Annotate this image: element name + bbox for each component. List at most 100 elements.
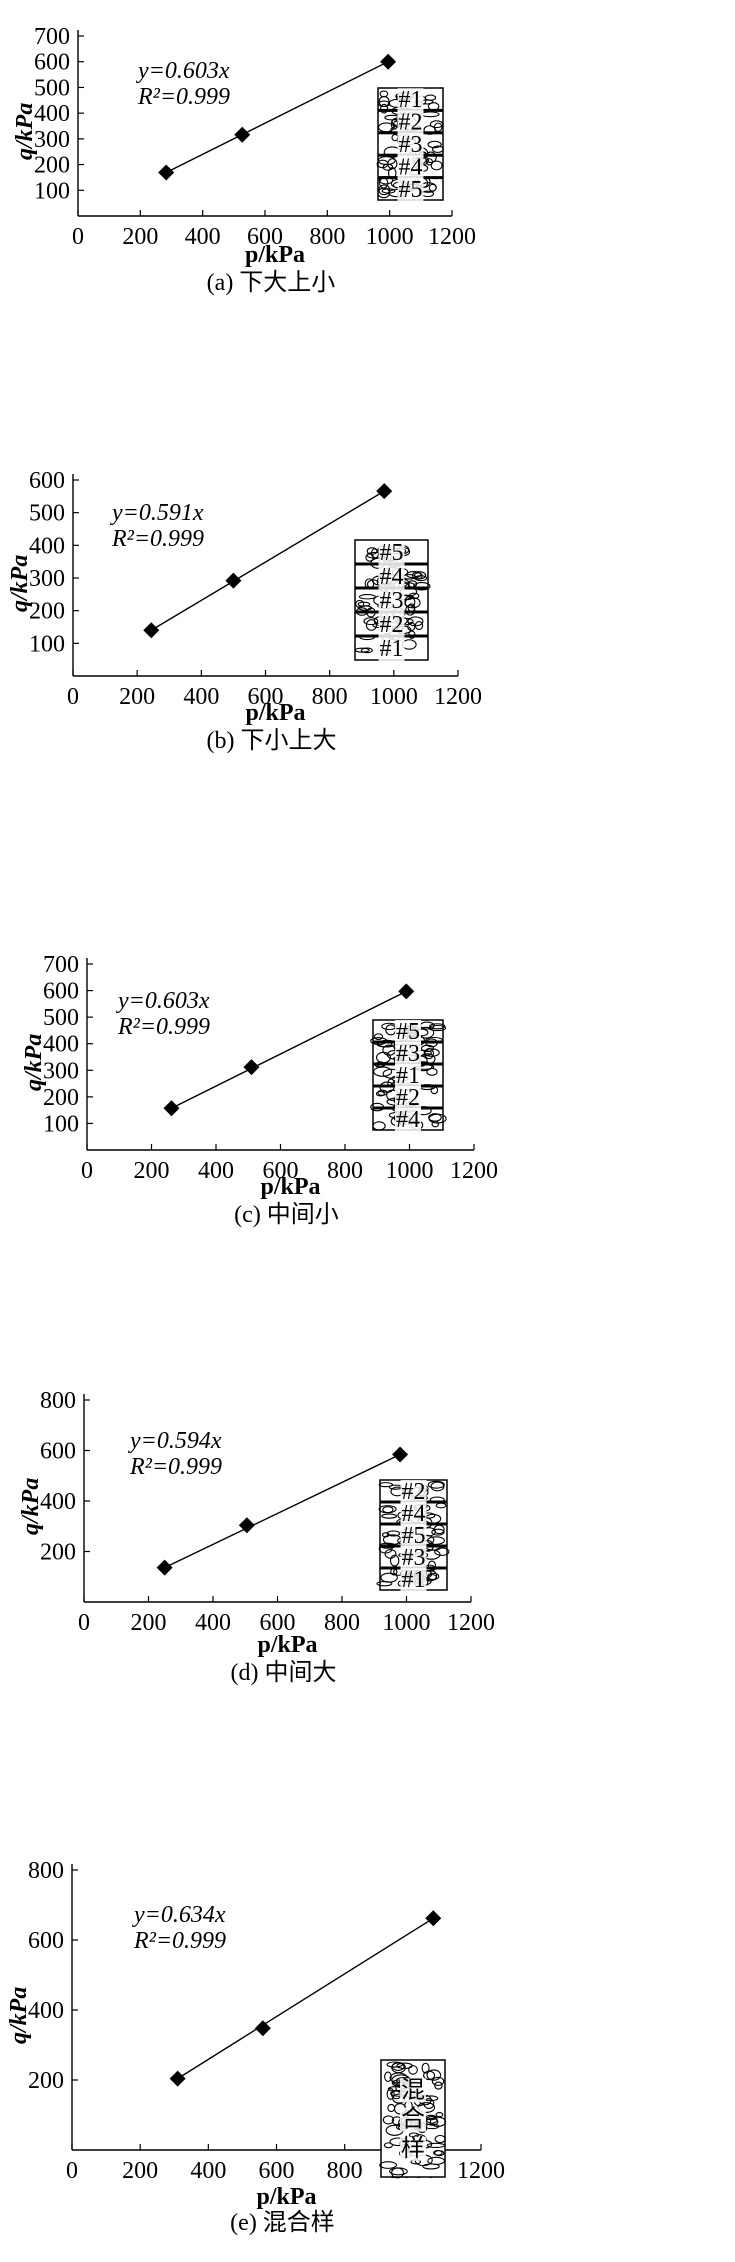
inset-layer-label: #5 [396,1019,420,1045]
inset-layer-label: #3 [380,588,404,614]
y-axis-title: q/kPa [18,1478,44,1535]
x-tick-label: 200 [134,1158,170,1184]
r-squared-label: R²=0.999 [137,84,230,110]
x-tick-label: 200 [122,224,158,250]
x-axis-title: p/kPa [257,1632,317,1658]
data-point-marker [158,164,175,181]
x-tick-label: 600 [263,1158,299,1184]
inset-layer-label: #2 [380,612,404,638]
panel-caption: (c) 中间小 [234,1201,339,1228]
data-point-marker [425,1910,442,1927]
inset-layer-label: #3 [399,132,423,158]
chart-panel-c: 0 200 400 600 800 1000 1200 100 200 300 400 500 600 7… [0,950,735,1350]
data-point-marker [156,1559,173,1576]
inset-layer-label: 合 [401,2106,425,2133]
equation-label: y=0.591x [110,500,204,526]
x-tick-label: 0 [66,2158,78,2184]
y-tick-label: 100 [34,178,70,204]
y-tick-label: 500 [34,75,70,101]
data-point-marker [234,126,251,143]
inset-layer-label: #2 [399,110,423,136]
inset-layer-label: #5 [380,540,404,566]
x-axis-title: p/kPa [245,242,305,268]
x-tick-label: 1000 [383,1610,431,1636]
chart-e: 020040060080010001200200400600800y=0.634… [6,1858,505,2236]
x-tick-label: 800 [324,1610,360,1636]
x-axis-title: p/kPa [256,2184,316,2210]
data-point-marker [169,2070,186,2087]
y-tick-label: 200 [28,2068,64,2094]
x-tick-label: 1000 [370,684,418,710]
r-squared-label: R²=0.999 [129,1454,222,1480]
x-tick-label: 1200 [447,1610,495,1636]
y-tick-label: 200 [29,599,65,625]
chart-d: 0 200 400 600 800 1000 1200 200 400 600 800 y=0.594… [18,1388,495,1686]
equation-label: y=0.594x [128,1428,222,1454]
y-tick-label: 400 [43,1032,79,1058]
inset-layer-label: #4 [380,564,404,590]
data-point-marker [392,1446,409,1463]
inset-specimen-diagram: #2#4#5#3#1 [376,1479,450,1593]
chart-panel-d: 0 200 400 600 800 1000 1200 200 400 600 800 y=0.594… [0,1380,735,1820]
x-tick-label: 1000 [386,1158,434,1184]
inset-layer-label: #2 [402,1479,426,1505]
y-tick-label: 500 [43,1005,79,1031]
fit-line [177,1917,434,2080]
x-tick-label: 800 [309,224,345,250]
x-tick-label: 800 [312,684,348,710]
x-tick-label: 1200 [450,1158,498,1184]
x-tick-label: 1200 [434,684,482,710]
y-tick-label: 300 [34,127,70,153]
inset-specimen-diagram: #5#4#3#2#1 [354,539,431,662]
x-tick-label: 400 [198,1158,234,1184]
x-tick-label: 600 [259,2158,295,2184]
inset-layer-label: #5 [399,177,423,203]
panel-caption: (b) 下小上大 [207,727,337,754]
data-point-marker [243,1059,260,1076]
inset-specimen-diagram: #5#3#1#2#4 [370,1019,447,1133]
inset-layer-label: #4 [396,1107,420,1133]
data-point-marker [143,622,160,639]
y-tick-label: 500 [29,501,65,527]
x-tick-label: 200 [131,1610,167,1636]
x-tick-label: 600 [247,224,283,250]
y-tick-label: 800 [40,1388,76,1414]
x-tick-label: 0 [81,1158,93,1184]
equation-label: y=0.603x [136,58,230,84]
y-tick-label: 300 [29,566,65,592]
x-tick-label: 800 [327,2158,363,2184]
y-tick-label: 100 [43,1111,79,1137]
inset-layer-label: #5 [402,1523,426,1549]
y-tick-label: 400 [29,533,65,559]
inset-layer-label: #4 [399,154,423,180]
fit-line [164,1453,401,1569]
x-axis-title: p/kPa [245,700,305,726]
x-axis-title: p/kPa [260,1174,320,1200]
y-tick-label: 600 [40,1439,76,1465]
inset-layer-label: #3 [396,1041,420,1067]
y-tick-label: 400 [28,1998,64,2024]
x-tick-label: 800 [327,1158,363,1184]
y-tick-label: 600 [29,468,65,494]
inset-layer-label: #1 [396,1063,420,1089]
y-tick-label: 200 [43,1085,79,1111]
inset-layer-label: #1 [399,87,423,113]
fit-line [150,490,385,631]
fit-line [165,61,389,174]
y-axis-title: q/kPa [6,1987,32,2044]
x-tick-label: 400 [185,224,221,250]
x-tick-label: 200 [122,2158,158,2184]
x-tick-label: 400 [195,1610,231,1636]
chart-c: 0 200 400 600 800 1000 12001002003004005006007… [21,952,498,1228]
x-tick-label: 400 [190,2158,226,2184]
inset-layer-label: #2 [396,1085,420,1111]
y-tick-label: 100 [29,631,65,657]
x-tick-label: 600 [248,684,284,710]
panel-caption: (e) 混合样 [230,2209,335,2236]
y-tick-label: 600 [28,1928,64,1954]
x-tick-label: 600 [260,1610,296,1636]
inset-layer-label: 样 [401,2135,425,2162]
data-point-marker [398,983,415,1000]
inset-layer-label: #1 [402,1567,426,1593]
y-axis-title: q/kPa [7,555,33,612]
